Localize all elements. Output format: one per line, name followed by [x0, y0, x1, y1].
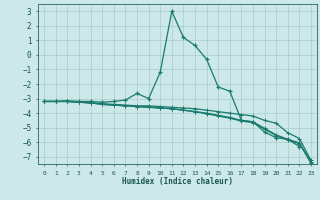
X-axis label: Humidex (Indice chaleur): Humidex (Indice chaleur) [122, 177, 233, 186]
